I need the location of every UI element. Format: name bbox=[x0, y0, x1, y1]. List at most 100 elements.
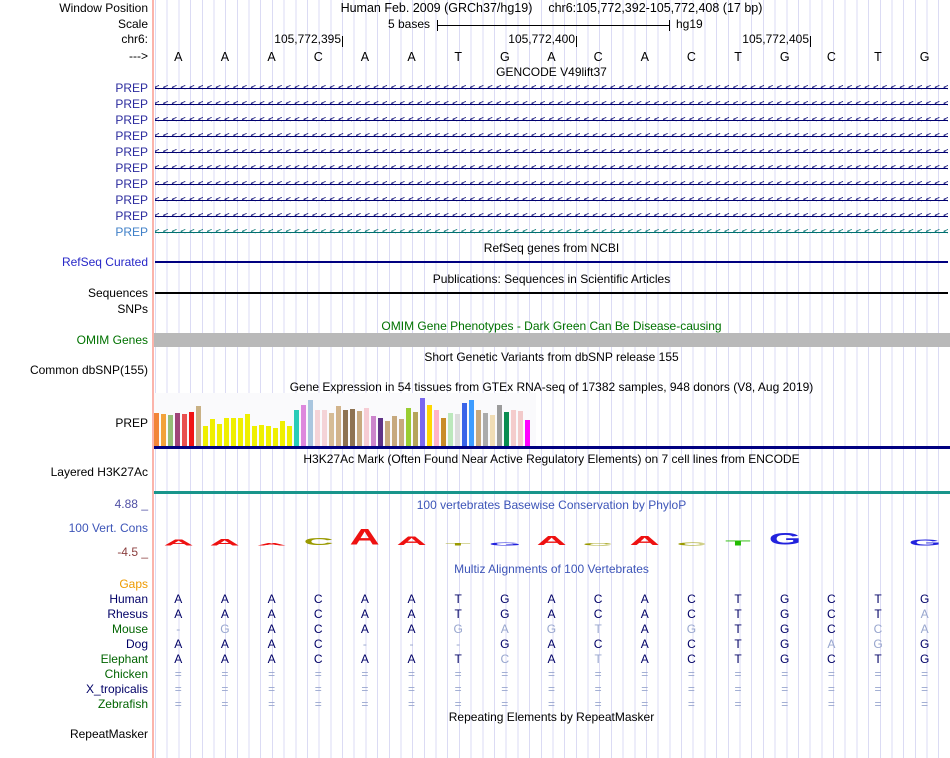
alignment-base: = bbox=[221, 697, 229, 711]
alignment-base: C bbox=[593, 592, 603, 606]
alignment-base: A bbox=[827, 637, 836, 651]
gene-strand-arrows[interactable]: <<<<<<<<<<<<<<<<<<<<<<<<<<<<<<<<<<<<<<<<… bbox=[155, 195, 948, 205]
gene-row-label[interactable]: PREP bbox=[115, 177, 148, 191]
alignment-base: A bbox=[267, 607, 276, 621]
omim-gene-bar[interactable] bbox=[154, 333, 950, 347]
gtex-tissue-bar bbox=[427, 405, 432, 446]
scale-assembly: hg19 bbox=[676, 17, 703, 31]
track-label-omim-genes[interactable]: OMIM Genes bbox=[76, 333, 148, 347]
alignment-base: = bbox=[174, 667, 182, 681]
alignment-base: G bbox=[919, 592, 930, 606]
phylop-letter: T bbox=[725, 538, 751, 548]
gene-strand-arrows[interactable]: <<<<<<<<<<<<<<<<<<<<<<<<<<<<<<<<<<<<<<<<… bbox=[155, 227, 948, 237]
gtex-expression-barchart[interactable] bbox=[154, 396, 536, 446]
gene-row-label[interactable]: PREP bbox=[115, 161, 148, 175]
gene-row-label[interactable]: PREP bbox=[115, 129, 148, 143]
phylop-letter: A bbox=[536, 533, 567, 548]
gtex-tissue-bar bbox=[385, 421, 390, 446]
species-label[interactable]: Mouse bbox=[111, 622, 148, 636]
species-label[interactable]: Chicken bbox=[104, 667, 148, 681]
gtex-tissue-bar bbox=[217, 424, 222, 446]
track-label-refseq-curated[interactable]: RefSeq Curated bbox=[61, 255, 148, 269]
species-label[interactable]: Zebrafish bbox=[97, 697, 148, 711]
alignment-base: A bbox=[360, 652, 369, 666]
base-letter: T bbox=[454, 50, 462, 64]
alignment-base: = bbox=[781, 682, 789, 696]
alignment-base: A bbox=[547, 637, 556, 651]
gene-row-label[interactable]: PREP bbox=[115, 225, 148, 239]
phylop-letter: T bbox=[445, 541, 471, 547]
alignment-base: G bbox=[500, 607, 510, 621]
alignment-base: = bbox=[874, 697, 882, 711]
species-label[interactable]: Dog bbox=[125, 637, 148, 651]
gtex-tissue-bar bbox=[231, 418, 236, 446]
gene-strand-arrows[interactable]: <<<<<<<<<<<<<<<<<<<<<<<<<<<<<<<<<<<<<<<<… bbox=[155, 179, 948, 189]
gene-strand-arrows[interactable]: <<<<<<<<<<<<<<<<<<<<<<<<<<<<<<<<<<<<<<<<… bbox=[155, 211, 948, 221]
track-label-common-dbsnp[interactable]: Common dbSNP(155) bbox=[29, 363, 148, 377]
alignment-base: = bbox=[314, 697, 322, 711]
track-label-snps[interactable]: SNPs bbox=[117, 302, 148, 316]
alignment-base: = bbox=[174, 682, 182, 696]
gene-row-label[interactable]: PREP bbox=[115, 193, 148, 207]
track-label-100-vert-cons[interactable]: 100 Vert. Cons bbox=[68, 521, 148, 535]
base-letter: A bbox=[267, 50, 276, 64]
alignment-base: C bbox=[827, 652, 836, 666]
alignment-base: A bbox=[547, 592, 556, 606]
gtex-tissue-bar bbox=[154, 413, 159, 446]
alignment-base: A bbox=[640, 637, 649, 651]
track-label-gtex-prep[interactable]: PREP bbox=[115, 416, 148, 430]
species-label[interactable]: Gaps bbox=[119, 577, 148, 591]
gtex-tissue-bar bbox=[287, 426, 292, 446]
gene-strand-arrows[interactable]: <<<<<<<<<<<<<<<<<<<<<<<<<<<<<<<<<<<<<<<<… bbox=[155, 115, 948, 125]
gtex-tissue-bar bbox=[364, 408, 369, 446]
alignment-base: = bbox=[408, 682, 416, 696]
alignment-base: = bbox=[408, 667, 416, 681]
species-label[interactable]: Rhesus bbox=[107, 607, 148, 621]
gene-strand-arrows[interactable]: <<<<<<<<<<<<<<<<<<<<<<<<<<<<<<<<<<<<<<<<… bbox=[155, 131, 948, 141]
alignment-base: C bbox=[827, 622, 836, 636]
gene-strand-arrows[interactable]: <<<<<<<<<<<<<<<<<<<<<<<<<<<<<<<<<<<<<<<<… bbox=[155, 163, 948, 173]
alignment-base: = bbox=[874, 682, 882, 696]
alignment-base: A bbox=[547, 607, 556, 621]
alignment-row: = = = = = = = = = = = = = = = = = bbox=[155, 668, 948, 681]
alignment-base: G bbox=[500, 637, 510, 651]
gtex-tissue-bar bbox=[476, 410, 481, 446]
alignment-base: = bbox=[547, 682, 555, 696]
alignment-base: = bbox=[454, 667, 462, 681]
refseq-gene-line[interactable] bbox=[155, 261, 948, 263]
gene-row-label[interactable]: PREP bbox=[115, 97, 148, 111]
gtex-tissue-bar bbox=[371, 416, 376, 446]
track-label-repeatmasker[interactable]: RepeatMasker bbox=[69, 727, 148, 741]
alignment-base: = bbox=[314, 667, 322, 681]
species-label[interactable]: Human bbox=[109, 592, 148, 606]
gtex-tissue-bar bbox=[308, 400, 313, 446]
gtex-tissue-bar bbox=[518, 411, 523, 446]
alignment-row: = = = = = = = = = = = = = = = = = bbox=[155, 698, 948, 711]
alignment-base: C bbox=[500, 652, 510, 666]
alignment-base: = bbox=[641, 697, 649, 711]
gene-strand-arrows[interactable]: <<<<<<<<<<<<<<<<<<<<<<<<<<<<<<<<<<<<<<<<… bbox=[155, 83, 948, 93]
phylop-letter: A bbox=[163, 537, 194, 548]
alignment-base: = bbox=[687, 697, 695, 711]
alignment-base: A bbox=[640, 592, 649, 606]
publications-sequence-line[interactable] bbox=[155, 292, 948, 294]
gtex-tissue-bar bbox=[392, 416, 397, 446]
gene-row-label[interactable]: PREP bbox=[115, 113, 148, 127]
gtex-tissue-bar bbox=[378, 418, 383, 446]
gene-strand-arrows[interactable]: <<<<<<<<<<<<<<<<<<<<<<<<<<<<<<<<<<<<<<<<… bbox=[155, 147, 948, 157]
alignment-base: C bbox=[593, 607, 603, 621]
alignment-base: A bbox=[220, 592, 229, 606]
species-label[interactable]: Elephant bbox=[100, 652, 148, 666]
gene-strand-arrows[interactable]: <<<<<<<<<<<<<<<<<<<<<<<<<<<<<<<<<<<<<<<<… bbox=[155, 99, 948, 109]
alignment-base: T bbox=[454, 652, 462, 666]
species-label[interactable]: X_tropicalis bbox=[85, 682, 148, 696]
gene-row-label[interactable]: PREP bbox=[115, 145, 148, 159]
track-label-sequences[interactable]: Sequences bbox=[87, 286, 148, 300]
alignment-base: A bbox=[174, 652, 183, 666]
window-position-value: Human Feb. 2009 (GRCh37/hg19) chr6:105,77… bbox=[155, 2, 948, 15]
track-label-layered-h3k27ac[interactable]: Layered H3K27Ac bbox=[50, 465, 148, 479]
gene-row-label[interactable]: PREP bbox=[115, 81, 148, 95]
gene-row-label[interactable]: PREP bbox=[115, 209, 148, 223]
gtex-tissue-bar bbox=[175, 413, 180, 446]
